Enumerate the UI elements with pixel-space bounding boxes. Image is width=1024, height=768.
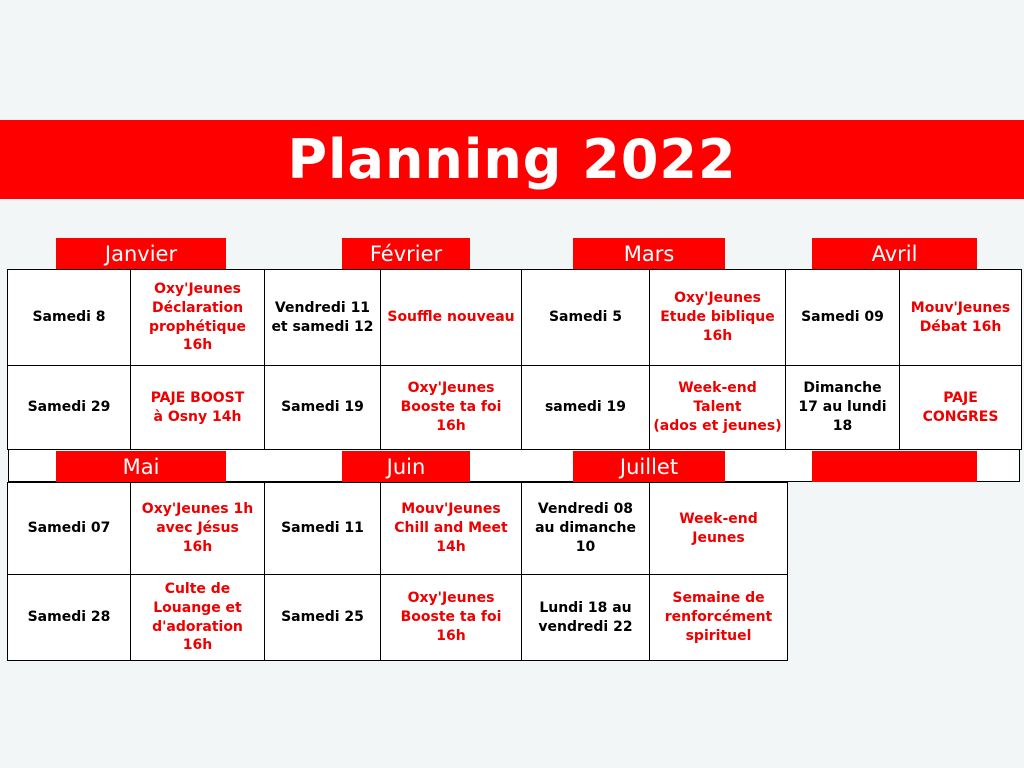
date-cell: Vendredi 08 au dimanche 10 — [521, 482, 650, 575]
title-banner: Planning 2022 — [0, 120, 1024, 199]
date-cell: Samedi 19 — [264, 365, 381, 450]
date-cell: Vendredi 11 et samedi 12 — [264, 269, 381, 366]
month-tab-juin: Juin — [342, 451, 470, 482]
month-tab-juillet: Juillet — [573, 451, 725, 482]
event-cell: Oxy'Jeunes Etude biblique 16h — [649, 269, 786, 366]
grid-row: Samedi 07 Oxy'Jeunes 1h avec Jésus 16h S… — [7, 482, 788, 575]
date-cell: Samedi 25 — [264, 574, 381, 661]
event-cell: Oxy'Jeunes 1h avec Jésus 16h — [130, 482, 265, 575]
date-cell: Lundi 18 au vendredi 22 — [521, 574, 650, 661]
event-cell: Semaine de renforcément spirituel — [649, 574, 788, 661]
date-cell: Samedi 5 — [521, 269, 650, 366]
month-tab-mars: Mars — [573, 238, 725, 269]
date-cell: Samedi 11 — [264, 482, 381, 575]
date-cell: Dimanche 17 au lundi 18 — [785, 365, 900, 450]
schedule-grid-bottom: Samedi 07 Oxy'Jeunes 1h avec Jésus 16h S… — [7, 482, 788, 661]
event-cell: PAJE CONGRES — [899, 365, 1022, 450]
event-cell: Oxy'Jeunes Booste ta foi 16h — [380, 365, 522, 450]
event-cell: Souffle nouveau — [380, 269, 522, 366]
event-cell: Oxy'Jeunes Déclaration prophétique 16h — [130, 269, 265, 366]
date-cell: Samedi 09 — [785, 269, 900, 366]
month-tab-empty — [812, 451, 977, 482]
event-cell: Mouv'Jeunes Chill and Meet 14h — [380, 482, 522, 575]
date-cell: Samedi 28 — [7, 574, 131, 661]
month-tab-mai: Mai — [56, 451, 226, 482]
event-cell: Oxy'Jeunes Booste ta foi 16h — [380, 574, 522, 661]
month-tab-janvier: Janvier — [56, 238, 226, 269]
month-tab-avril: Avril — [812, 238, 977, 269]
date-cell: Samedi 07 — [7, 482, 131, 575]
page-title: Planning 2022 — [287, 128, 737, 191]
date-cell: Samedi 8 — [7, 269, 131, 366]
schedule-grid-top: Samedi 8 Oxy'Jeunes Déclaration prophéti… — [7, 269, 1022, 450]
grid-row: Samedi 28 Culte de Louange et d'adoratio… — [7, 574, 788, 661]
event-cell: Week-end Talent (ados et jeunes) — [649, 365, 786, 450]
month-tab-fevrier: Février — [342, 238, 470, 269]
event-cell: PAJE BOOST à Osny 14h — [130, 365, 265, 450]
event-cell: Week-end Jeunes — [649, 482, 788, 575]
date-cell: samedi 19 — [521, 365, 650, 450]
grid-row: Samedi 29 PAJE BOOST à Osny 14h Samedi 1… — [7, 365, 1022, 450]
event-cell: Culte de Louange et d'adoration 16h — [130, 574, 265, 661]
event-cell: Mouv'Jeunes Débat 16h — [899, 269, 1022, 366]
date-cell: Samedi 29 — [7, 365, 131, 450]
grid-row: Samedi 8 Oxy'Jeunes Déclaration prophéti… — [7, 269, 1022, 366]
